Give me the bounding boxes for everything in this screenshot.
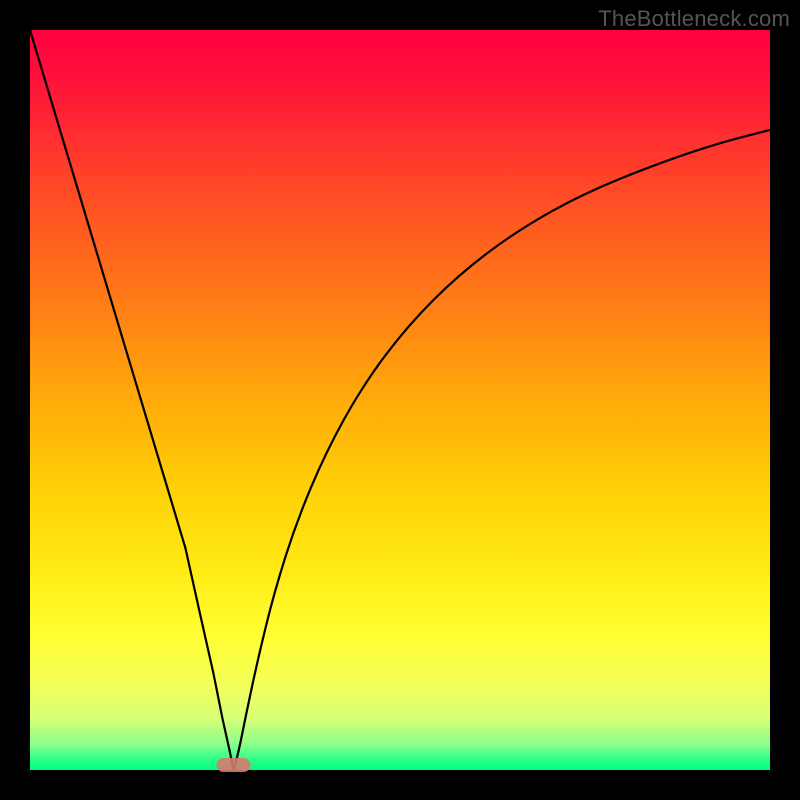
watermark-text: TheBottleneck.com bbox=[598, 6, 790, 32]
valley-marker bbox=[217, 758, 251, 772]
bottleneck-chart bbox=[0, 0, 800, 800]
